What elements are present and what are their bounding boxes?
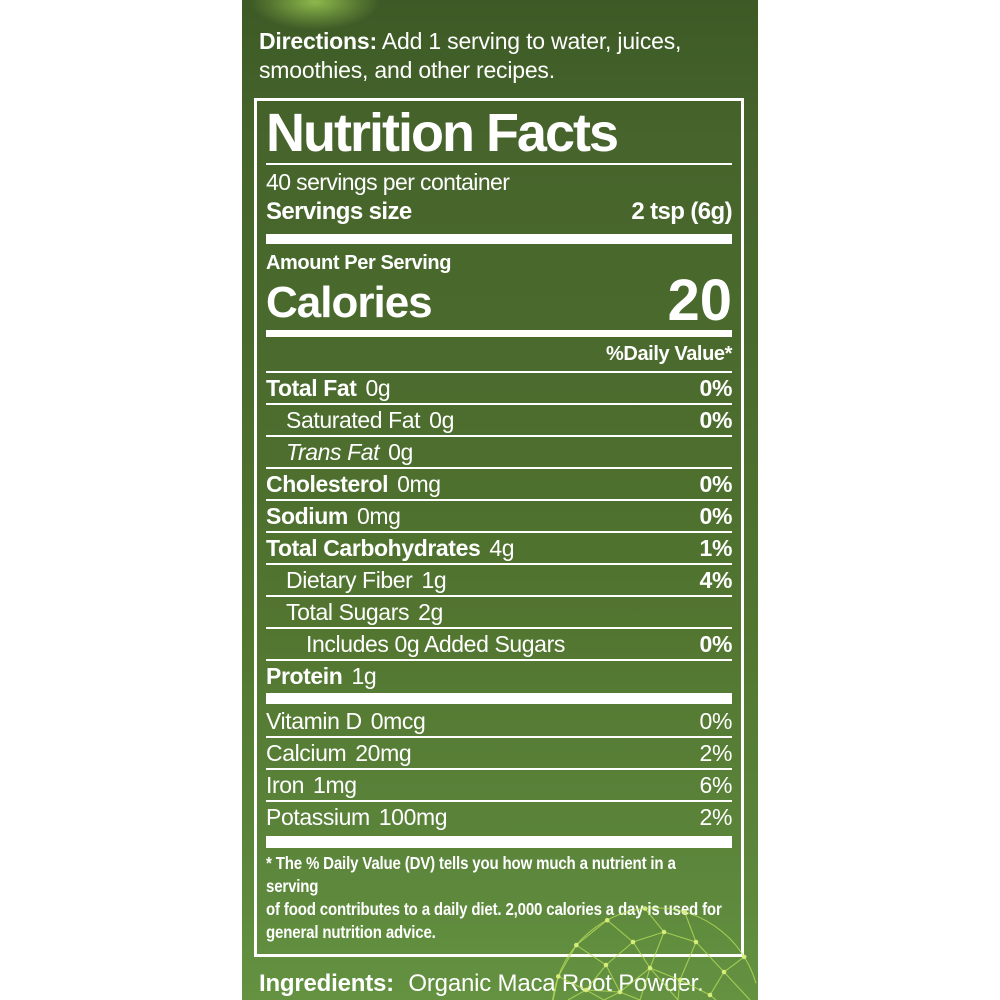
nutrient-row: Saturated Fat 0g 0%	[266, 405, 732, 435]
label-green-strip: Directions: Add 1 serving to water, juic…	[242, 0, 758, 1000]
nutrient-amount: 1mg	[313, 772, 357, 798]
nutrient-daily-value: 1%	[699, 535, 733, 561]
nutrient-row: Calcium 20mg 2%	[266, 738, 732, 768]
row-divider	[266, 800, 732, 802]
row-divider	[266, 627, 732, 629]
nutrient-daily-value: 0%	[699, 375, 733, 401]
nutrient-name: Calcium	[266, 740, 347, 766]
nutrient-name: Potassium	[266, 804, 370, 830]
nutrient-row: Cholesterol 0mg 0%	[266, 469, 732, 499]
medium-divider-bar	[266, 330, 732, 337]
thick-divider-bar	[266, 234, 732, 244]
nutrient-name: Includes 0g Added Sugars	[306, 631, 565, 657]
nutrient-amount: 2g	[418, 599, 443, 625]
nutrient-amount: 0g	[388, 439, 413, 465]
nutrient-amount: 4g	[489, 535, 515, 561]
amount-per-serving-label: Amount Per Serving	[266, 252, 452, 274]
directions-label: Directions:	[259, 28, 377, 54]
title-divider	[266, 163, 732, 165]
row-divider	[266, 563, 732, 565]
nutrient-daily-value: 2%	[699, 804, 733, 830]
nutrient-row: Total Sugars 2g	[266, 597, 732, 627]
nutrient-row: Total Carbohydrates 4g 1%	[266, 533, 732, 563]
row-divider	[266, 595, 732, 597]
nutrient-name: Saturated Fat	[286, 407, 421, 433]
nutrient-rows: Total Fat 0g 0% Saturated Fat 0g 0% Tran…	[266, 373, 732, 691]
nutrient-row: Protein 1g	[266, 661, 732, 691]
nutrient-amount: 20mg	[355, 740, 412, 766]
nutrient-name: Trans Fat	[286, 439, 380, 465]
nutrient-daily-value: 2%	[699, 740, 733, 766]
nutrient-amount: 0mg	[397, 471, 441, 497]
nutrient-row: Vitamin D 0mcg 0%	[266, 706, 732, 736]
vitamin-rows: Vitamin D 0mcg 0% Calcium 20mg 2% Iron 1…	[266, 706, 732, 832]
nutrient-amount: 0mg	[356, 503, 401, 529]
nutrient-name: Vitamin D	[266, 708, 362, 734]
row-divider	[266, 403, 732, 405]
nutrient-name: Total Carbohydrates	[266, 535, 481, 561]
row-divider	[266, 467, 732, 469]
nutrient-daily-value: 0%	[699, 708, 733, 734]
serving-size-value: 2 tsp (6g)	[631, 198, 732, 225]
calories-row: Calories 20	[266, 268, 732, 333]
thick-divider-bar	[266, 836, 732, 848]
nutrient-daily-value: 0%	[699, 471, 733, 497]
nutrient-name: Sodium	[266, 503, 348, 529]
nutrient-name: Iron	[266, 772, 305, 798]
nutrition-facts-panel: Nutrition Facts 40 servings per containe…	[254, 98, 744, 957]
nutrient-row: Dietary Fiber 1g 4%	[266, 565, 732, 595]
nutrient-amount: 100mg	[378, 804, 448, 830]
serving-size-label: Servings size	[266, 198, 412, 225]
header-divider	[266, 371, 732, 373]
thick-divider-bar	[266, 693, 732, 704]
nutrient-amount: 1g	[351, 663, 377, 689]
nutrient-row: Iron 1mg 6%	[266, 770, 732, 800]
daily-value-footnote: * The % Daily Value (DV) tells you how m…	[266, 853, 722, 942]
nutrient-amount: 0mcg	[370, 708, 426, 734]
polygon-network-sphere-decoration	[552, 906, 757, 1000]
calories-label: Calories	[266, 278, 433, 327]
nutrient-row: Sodium 0mg 0%	[266, 501, 732, 531]
row-divider	[266, 499, 732, 501]
directions-body: Add 1 serving to water, juices, smoothie…	[259, 28, 682, 83]
nutrient-daily-value: 0%	[699, 407, 733, 433]
daily-value-header: %Daily Value*	[606, 343, 732, 365]
nutrient-name: Dietary Fiber	[286, 567, 413, 593]
nutrient-amount: 0g	[429, 407, 454, 433]
calories-value: 20	[667, 268, 732, 333]
nutrient-amount: 0g	[365, 375, 391, 401]
nutrient-name: Total Fat	[266, 375, 357, 401]
row-divider	[266, 768, 732, 770]
nutrient-name: Protein	[266, 663, 343, 689]
nutrient-amount: 1g	[421, 567, 447, 593]
row-divider	[266, 435, 732, 437]
nutrient-daily-value: 6%	[699, 772, 733, 798]
nutrient-name: Total Sugars	[286, 599, 410, 625]
nutrient-row: Includes 0g Added Sugars 0%	[266, 629, 732, 659]
nutrient-daily-value: 0%	[699, 503, 733, 529]
directions-text: Directions: Add 1 serving to water, juic…	[242, 0, 758, 85]
row-divider	[266, 736, 732, 738]
nutrient-daily-value: 4%	[699, 567, 733, 593]
row-divider	[266, 531, 732, 533]
nutrient-daily-value: 0%	[699, 631, 733, 657]
row-divider	[266, 659, 732, 661]
nutrition-facts-title: Nutrition Facts	[266, 103, 619, 163]
nutrient-row: Trans Fat 0g	[266, 437, 732, 467]
serving-size-row: Servings size 2 tsp (6g)	[266, 197, 733, 227]
nutrient-row: Potassium 100mg 2%	[266, 802, 732, 832]
nutrient-row: Total Fat 0g 0%	[266, 373, 732, 403]
servings-per-container: 40 servings per container	[266, 169, 510, 195]
ingredients-label: Ingredients:	[259, 970, 394, 997]
nutrient-name: Cholesterol	[266, 471, 389, 497]
